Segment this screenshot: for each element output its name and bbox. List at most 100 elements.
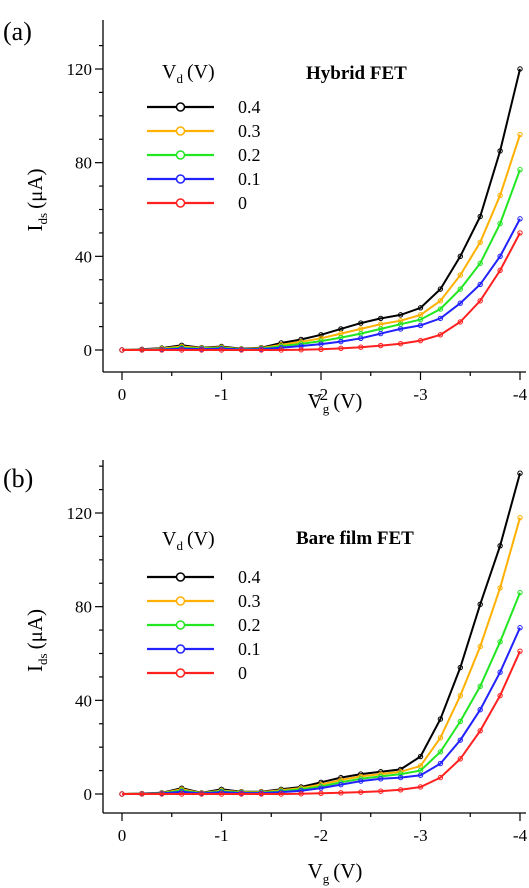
data-point [417,337,424,344]
series-0 [119,648,523,797]
data-point [338,338,344,345]
data-point [397,787,404,793]
data-point [477,728,483,734]
legend-marker [175,174,186,184]
data-point [417,316,424,323]
data-point [258,791,264,797]
data-point [517,648,523,654]
legend-entry: 0.3 [147,121,261,141]
y-tick-label: 40 [75,691,92,710]
y-axis-label: Ids(μA) [23,609,50,672]
y-axis-label-group: Ids(μA) [23,609,50,672]
data-point [358,335,364,341]
data-point [517,131,523,138]
data-point [497,669,503,675]
data-point [517,230,523,236]
legend-label: 0.1 [238,639,261,659]
series-line [121,134,521,351]
data-point [437,760,444,767]
data-point [139,347,145,353]
data-point [358,778,364,784]
legend-marker [175,126,186,136]
data-point [218,347,225,353]
legend-label: 0.3 [238,121,261,141]
data-point [517,514,523,521]
data-point [358,789,364,795]
y-tick-label: 40 [75,247,92,266]
series-0-3 [119,514,523,797]
data-point [457,286,463,292]
chart-title: Hybrid FET [306,63,407,84]
data-point [437,749,444,755]
data-point [318,790,324,796]
legend-marker [175,644,186,654]
series-line [121,472,521,795]
series-0-2 [119,166,523,353]
data-point [477,707,483,713]
data-point [318,341,324,347]
data-point [139,791,145,797]
data-point [119,347,125,353]
y-tick-label: 120 [67,504,93,523]
y-tick-label: 80 [75,154,92,173]
data-point [378,776,384,782]
data-point [437,286,444,292]
data-point [437,774,444,781]
data-point [238,791,245,797]
data-point [477,281,483,288]
y-tick-label: 0 [84,785,93,804]
data-point [457,756,463,762]
legend-label: 0.4 [238,97,261,117]
data-point [437,306,444,312]
legend-label: 0.1 [238,169,261,189]
data-point [378,330,384,337]
data-point [477,260,483,267]
data-point [378,315,384,322]
chart-title: Bare film FET [296,528,414,549]
legend-marker [175,596,186,606]
data-point [477,239,483,245]
data-point [457,272,463,278]
data-point [198,791,205,797]
panel-label: (b) [3,464,33,493]
data-point [417,305,424,311]
x-tick-label: -1 [214,385,228,404]
series-0 [119,230,523,353]
data-point [198,347,205,353]
panel-label: (a) [3,17,32,46]
x-tick-label: 0 [118,826,127,845]
y-tick-label: 120 [67,60,93,79]
data-point [457,664,463,671]
legend-entry: 0.2 [147,615,261,635]
data-point [397,771,404,777]
data-point [477,298,483,304]
chart-panel-b: 0 40 80 120 0 -1 -2 -3 -4 (b) Bare film FET Vd (V) 0.… [3,460,528,886]
x-tick-label: -1 [214,826,228,845]
legend-label: 0 [238,193,247,213]
data-point [497,267,503,274]
data-point [238,347,245,353]
data-point [338,345,344,352]
data-point [378,342,384,349]
legend-entry: 0.4 [147,97,261,117]
data-point [417,322,424,329]
y-tick-label: 80 [75,598,92,617]
legend-title: Vd (V) [162,61,215,86]
legend-entry: 0.4 [147,567,261,587]
x-tick-label: -4 [513,826,528,845]
legend-entry: 0.1 [147,639,261,659]
legend-label: 0.2 [238,615,261,635]
legend-label: 0.3 [238,591,261,611]
data-point [318,785,324,791]
y-axis-label: Ids(μA) [23,169,50,232]
data-point [497,692,503,699]
data-point [477,601,483,608]
data-point [517,166,523,173]
legend-marker [175,668,186,678]
data-point [397,318,404,324]
data-point [258,347,264,353]
data-point [159,347,165,353]
legend-entry: 0.3 [147,591,261,611]
data-point [497,253,503,260]
data-point [477,213,483,220]
